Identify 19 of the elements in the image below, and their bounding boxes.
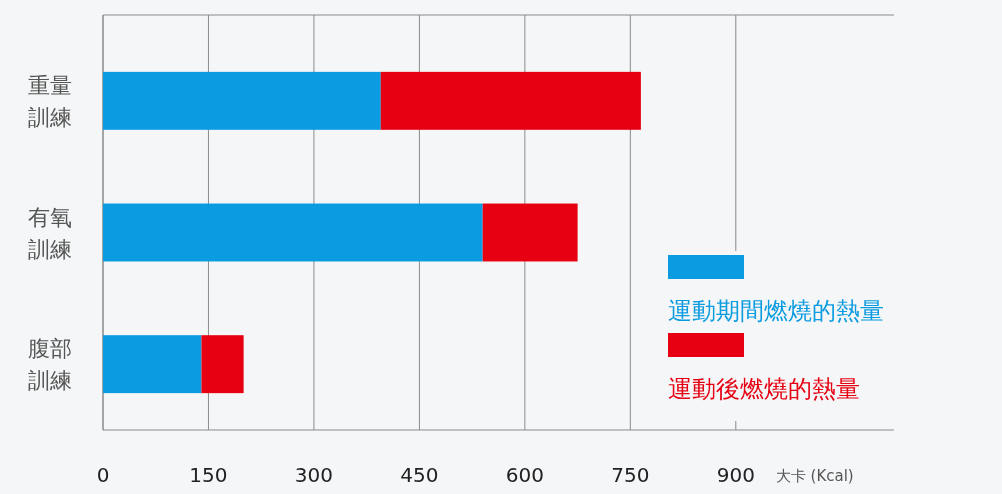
x-tick-label: 300 <box>294 463 334 487</box>
bar <box>103 203 483 262</box>
bar <box>103 335 202 394</box>
legend-label: 運動期間燃燒的熱量 <box>668 297 884 325</box>
y-tick-label: 有氧訓練 <box>28 204 72 262</box>
y-tick-label: 重量訓練 <box>28 72 72 130</box>
x-axis-title: 大卡 (Kcal) <box>775 467 854 485</box>
x-tick-label: 600 <box>505 463 544 487</box>
x-tick-label: 0 <box>96 463 110 487</box>
bar <box>103 71 381 130</box>
bar <box>201 335 244 394</box>
x-tick-label: 900 <box>716 463 755 487</box>
bar <box>380 71 641 130</box>
x-tick-label: 450 <box>400 463 439 487</box>
legend-label: 運動後燃燒的熱量 <box>668 375 860 403</box>
x-tick-label: 150 <box>189 463 228 487</box>
x-tick-label: 750 <box>611 463 650 487</box>
bar <box>482 203 578 262</box>
y-tick-label: 腹部訓練 <box>28 336 72 394</box>
